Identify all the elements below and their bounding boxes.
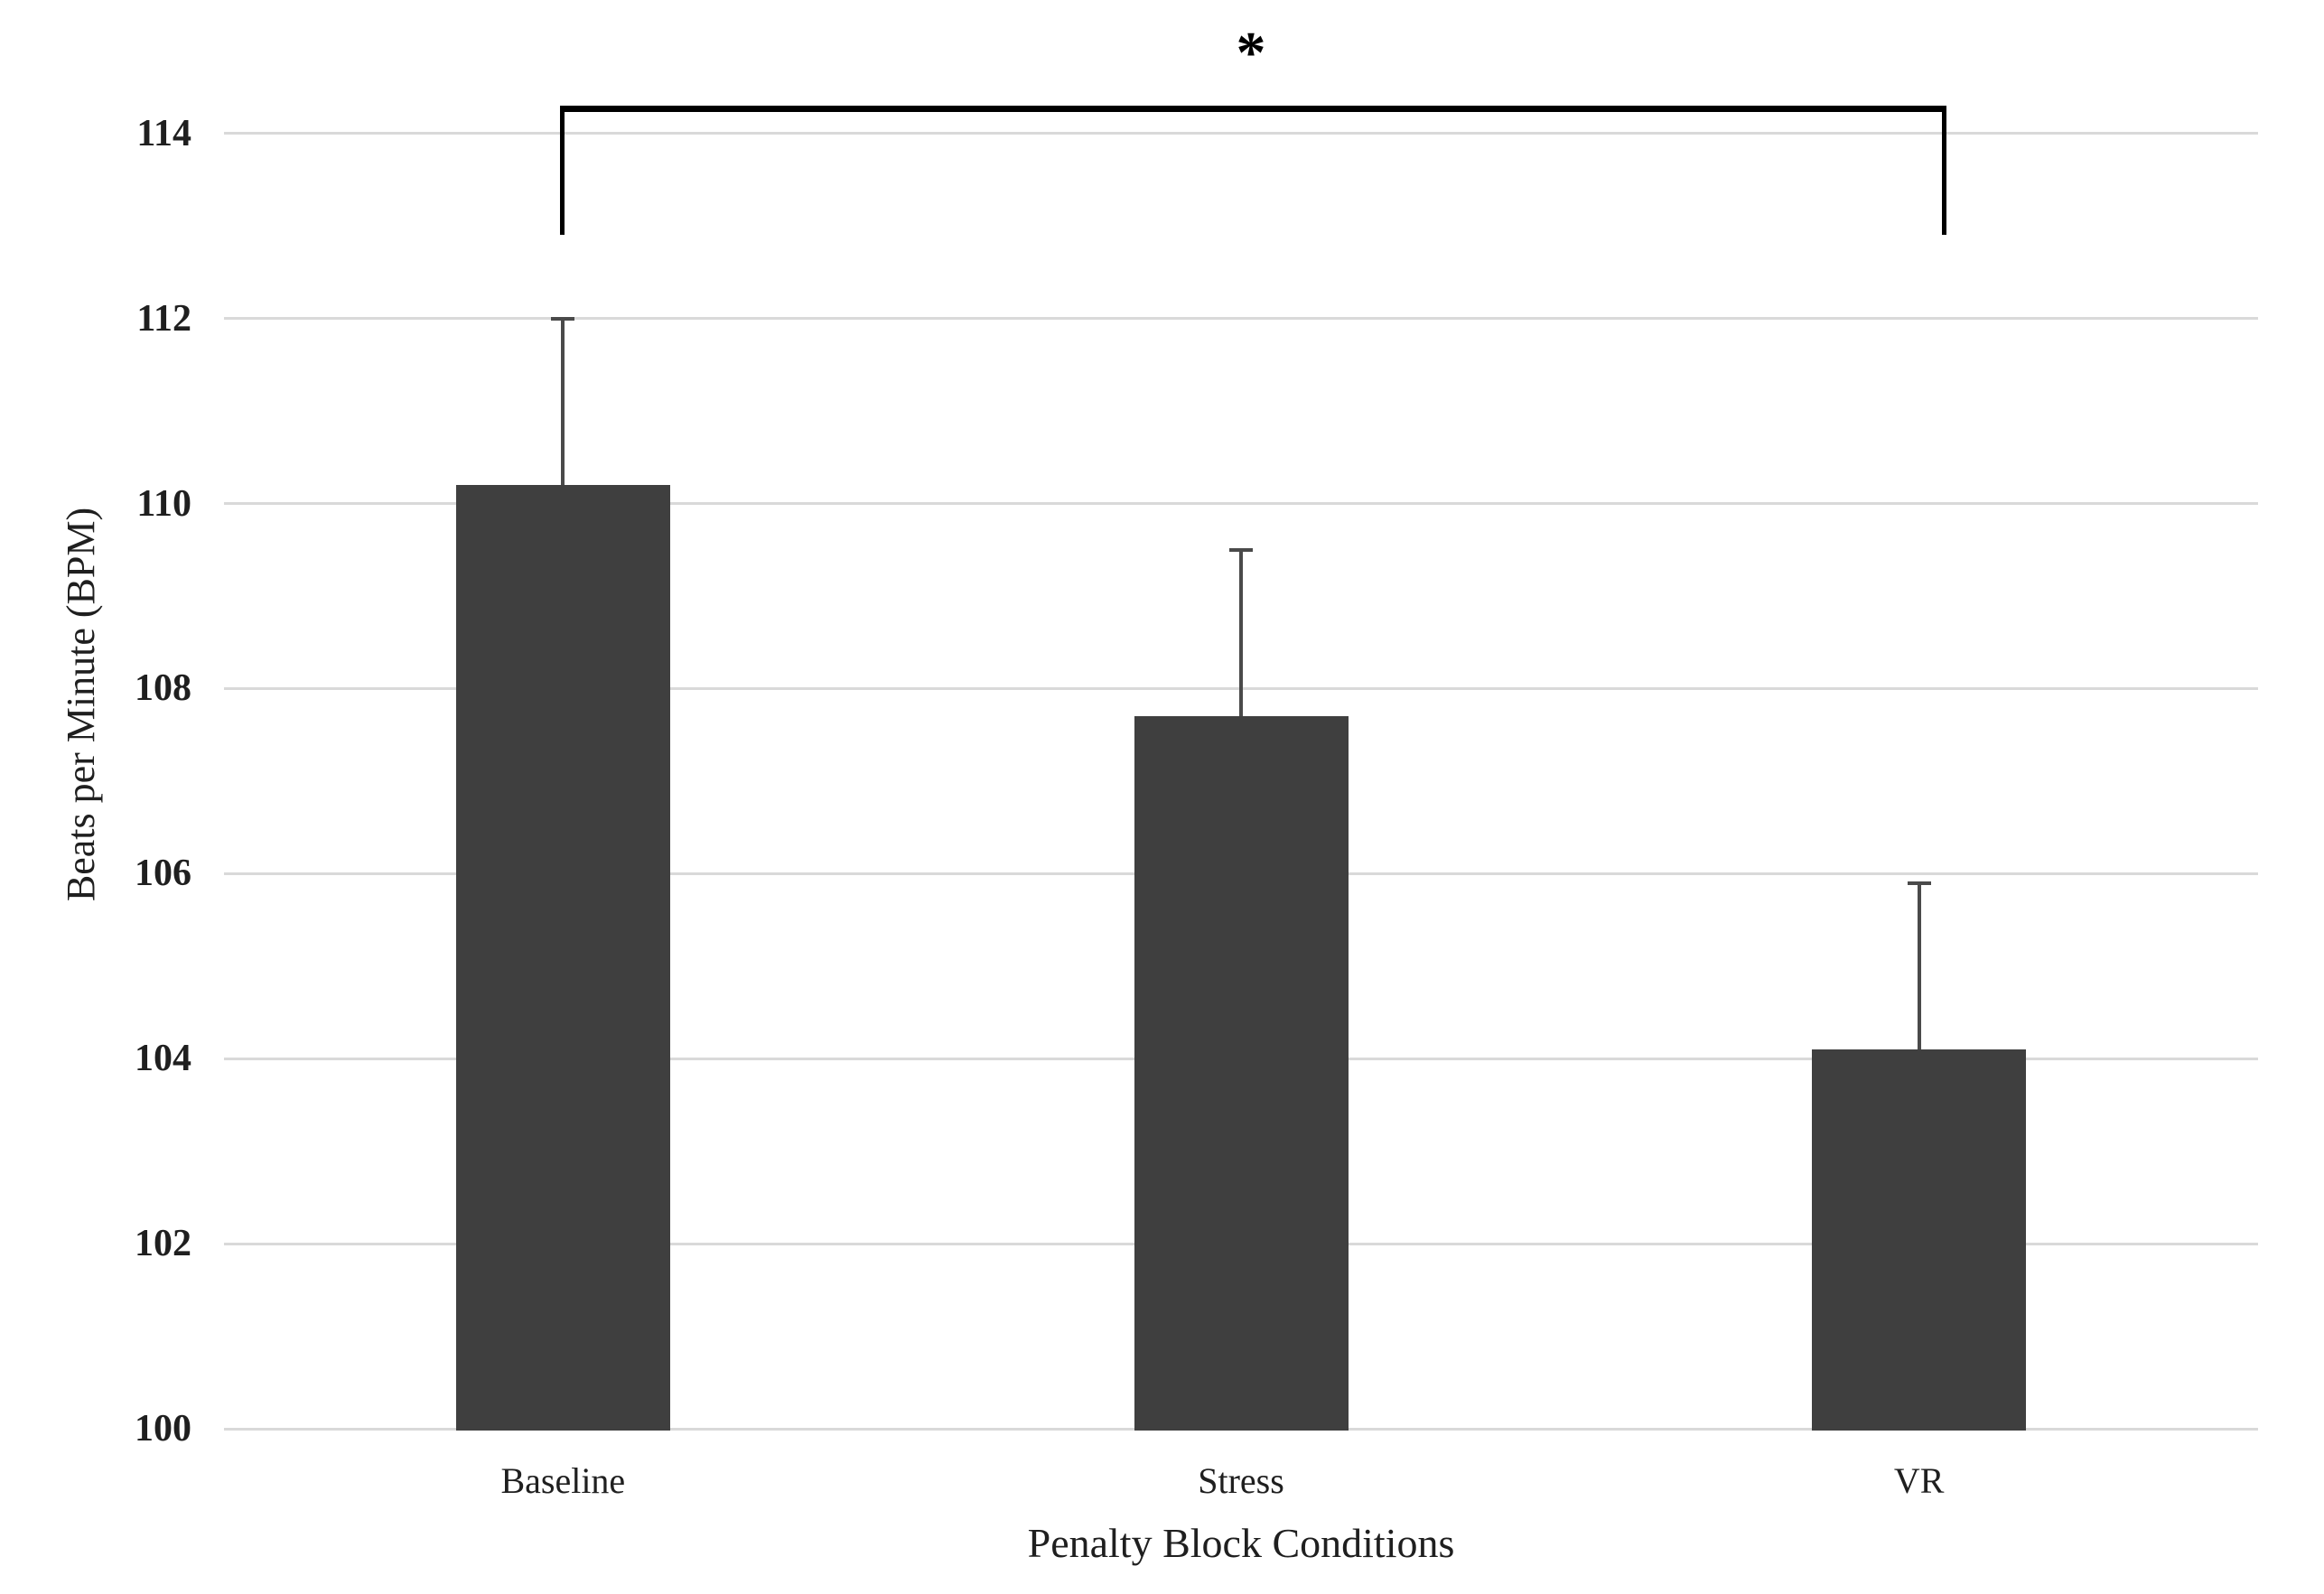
category-label-baseline: Baseline — [500, 1460, 626, 1501]
bar-baseline — [455, 485, 670, 1431]
category-label-stress: Stress — [1198, 1460, 1284, 1501]
y-tick-label-104: 104 — [135, 1038, 191, 1080]
error-bar-cap-vr — [1907, 881, 1931, 885]
y-gridline-110 — [224, 502, 2258, 505]
bar-vr — [1812, 1049, 2027, 1431]
error-bar-baseline — [561, 318, 565, 485]
x-axis-title: Penalty Block Conditions — [1027, 1520, 1455, 1566]
significance-asterisk: * — [1236, 20, 1266, 86]
category-label-vr: VR — [1893, 1460, 1945, 1501]
y-tick-label-114: 114 — [136, 112, 191, 154]
y-tick-label-112: 112 — [136, 297, 191, 340]
error-bar-vr — [1917, 882, 1921, 1049]
y-gridline-114 — [224, 132, 2258, 135]
y-tick-label-106: 106 — [135, 853, 191, 895]
y-tick-label-100: 100 — [135, 1408, 191, 1450]
error-bar-cap-stress — [1229, 547, 1253, 552]
bar-stress — [1134, 716, 1349, 1431]
error-bar-cap-baseline — [551, 316, 575, 321]
error-bar-stress — [1239, 549, 1243, 717]
significance-bracket — [560, 106, 1946, 235]
y-tick-label-108: 108 — [135, 667, 191, 710]
y-tick-label-102: 102 — [135, 1223, 191, 1265]
y-tick-label-110: 110 — [136, 482, 191, 525]
y-gridline-112 — [224, 317, 2258, 321]
